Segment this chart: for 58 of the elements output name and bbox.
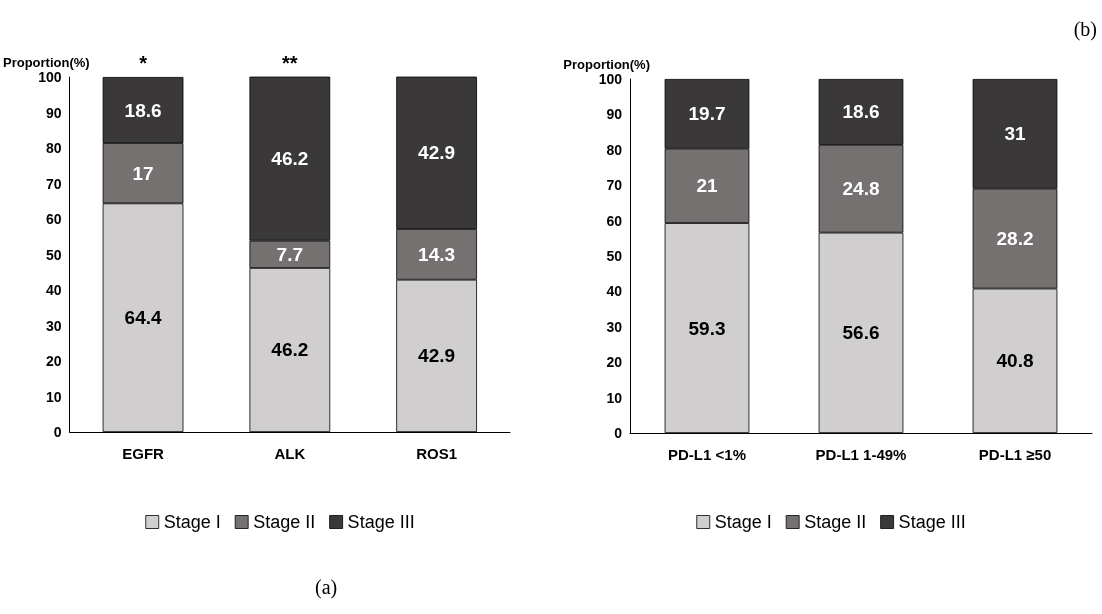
y-axis-title: Proportion(%) — [3, 55, 90, 70]
y-axis-title: Proportion(%) — [563, 57, 650, 72]
legend-label: Stage I — [714, 512, 772, 532]
y-tick-label: 0 — [614, 425, 623, 441]
data-label: 18.6 — [124, 99, 162, 121]
data-label: 40.8 — [996, 350, 1034, 372]
chart-title: (b) — [1073, 18, 1098, 41]
y-tick-label: 40 — [46, 282, 62, 298]
data-label: 64.4 — [124, 307, 162, 329]
y-tick-label: 90 — [46, 104, 62, 121]
legend-label: Stage III — [898, 512, 966, 532]
data-label: 42.9 — [418, 142, 456, 164]
y-tick-label: 80 — [46, 140, 62, 156]
y-tick-label: 20 — [606, 354, 623, 371]
y-tick-label: 40 — [606, 283, 623, 300]
data-label: 59.3 — [688, 317, 726, 339]
text: (a) — [315, 576, 338, 599]
y-tick-label: 80 — [606, 141, 623, 158]
y-tick-label: 70 — [606, 177, 623, 194]
x-tick-label: PD-L1 1-49% — [815, 446, 907, 463]
x-tick-label: PD-L1 ≥50 — [978, 446, 1052, 463]
y-tick-label: 20 — [46, 353, 62, 369]
annotation: * — [139, 52, 148, 74]
data-label: 42.9 — [418, 345, 456, 367]
y-tick-label: 90 — [606, 106, 623, 123]
x-tick-label: ALK — [274, 445, 306, 462]
x-tick-label: PD-L1 <1% — [668, 446, 746, 463]
legend-label: Stage I — [163, 512, 221, 532]
data-label: 19.7 — [688, 103, 726, 125]
legend-label: Stage II — [253, 512, 316, 532]
data-label: 56.6 — [842, 322, 880, 344]
y-tick-label: 60 — [606, 212, 623, 229]
legend-label: Stage III — [347, 512, 415, 532]
y-tick-label: 10 — [46, 388, 62, 405]
data-label: 18.6 — [842, 101, 880, 123]
y-tick-label: 30 — [606, 318, 623, 335]
x-tick-label: EGFR — [122, 445, 165, 462]
data-label: 21 — [696, 175, 718, 197]
data-label: 31 — [1004, 123, 1026, 145]
data-label: 28.2 — [996, 228, 1034, 250]
annotation: ** — [282, 52, 298, 74]
y-tick-label: 10 — [606, 389, 623, 406]
y-tick-label: 30 — [46, 317, 62, 334]
data-label: 17 — [132, 162, 154, 184]
y-tick-label: 50 — [606, 248, 623, 264]
y-tick-label: 100 — [38, 69, 62, 85]
x-tick-label: ROS1 — [416, 445, 458, 462]
y-tick-label: 50 — [46, 246, 62, 263]
y-tick-label: 70 — [46, 175, 62, 192]
data-label: 46.2 — [271, 148, 309, 170]
legend-label: Stage II — [804, 512, 867, 532]
data-label: 46.2 — [271, 339, 309, 361]
data-label: 24.8 — [842, 178, 880, 200]
y-tick-label: 60 — [46, 211, 62, 227]
data-label: 14.3 — [418, 243, 456, 265]
y-tick-label: 100 — [598, 71, 623, 87]
data-label: 7.7 — [276, 243, 304, 265]
y-tick-label: 0 — [53, 424, 62, 440]
